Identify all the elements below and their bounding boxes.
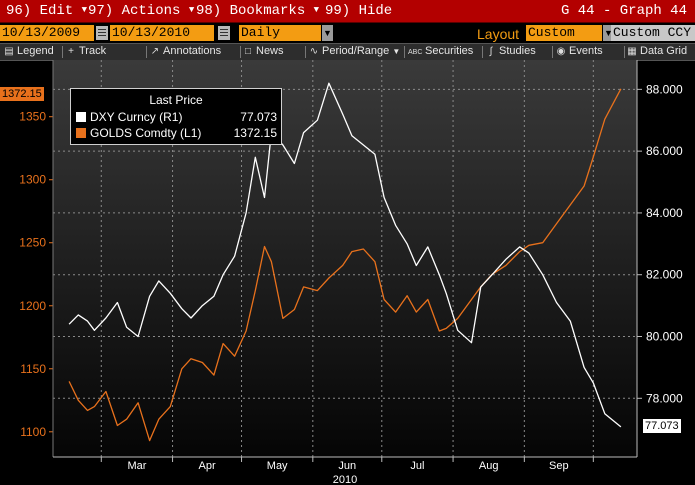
legend-row-dxy: DXY Curncy (R1) <box>76 110 182 124</box>
legend-button-label: Legend <box>17 45 54 57</box>
legend-icon: ▤ <box>4 46 14 57</box>
chart-legend[interactable]: Last Price DXY Curncy (R1) 77.073 GOLDS … <box>70 88 282 145</box>
legend-row-gold: GOLDS Comdty (L1) <box>76 126 201 140</box>
period-range-button-label: Period/Range <box>322 45 390 57</box>
window-title: G 44 - Graph 44 <box>560 3 687 19</box>
data-grid-button-label: Data Grid <box>640 45 688 57</box>
gold-legend-value: 1372.15 <box>233 126 277 140</box>
x-axis-tick-label: Jul <box>410 460 424 472</box>
toolbar-divider <box>146 46 147 58</box>
left-axis-tick-label: 1250 <box>19 236 46 250</box>
x-axis-tick-label: Apr <box>198 460 215 472</box>
securities-icon: ABC <box>408 49 423 56</box>
left-axis-tick-label: 1150 <box>20 362 46 376</box>
x-axis-year-label: 2010 <box>333 474 357 485</box>
menu-bar: 96) Edit ▼ 97) Actions ▼ 98) Bookmarks ▼… <box>0 0 695 23</box>
legend-title: Last Price <box>149 93 203 107</box>
bookmarks-menu[interactable]: 98) Bookmarks ▼ <box>196 3 319 19</box>
layout-chevron-down-icon[interactable]: ▼ <box>603 25 614 41</box>
start-calendar-icon[interactable] <box>96 26 108 40</box>
right-axis-tick-label: 82.000 <box>646 268 683 282</box>
right-axis-tick-label: 78.000 <box>646 391 683 405</box>
track-button-label: Track <box>79 45 107 57</box>
crosshair-icon: + <box>68 46 74 57</box>
start-date-field[interactable]: 10/13/2009 <box>0 25 94 41</box>
gold-series-line <box>68 88 622 442</box>
hide-menu-label: 99) Hide <box>325 3 393 19</box>
toolbar-divider <box>404 46 405 58</box>
dxy-last-value-tag: 77.073 <box>643 419 681 433</box>
actions-menu[interactable]: 97) Actions ▼ <box>88 3 194 19</box>
studies-button-label: Studies <box>499 45 536 57</box>
right-axis-tick-label: 86.000 <box>646 144 683 158</box>
right-axis-tick-label: 80.000 <box>646 330 683 344</box>
x-axis-tick-label: Aug <box>479 460 499 472</box>
news-icon: □ <box>244 46 252 57</box>
period-range-button[interactable]: ∿ Period/Range ▼ <box>309 45 400 57</box>
securities-button-label: Securities <box>425 45 474 57</box>
period-range-icon: ∿ <box>309 46 319 57</box>
events-button-label: Events <box>569 45 603 57</box>
left-axis-tick-label: 1350 <box>19 110 46 124</box>
events-button[interactable]: ◉ Events <box>556 45 603 57</box>
data-grid-button[interactable]: ▦ Data Grid <box>627 45 687 57</box>
x-axis-tick-label: May <box>267 460 288 472</box>
actions-menu-label: 97) Actions <box>88 3 181 19</box>
left-axis-tick-label: 1100 <box>20 425 46 439</box>
right-axis-tick-label: 88.000 <box>646 82 683 96</box>
toolbar-divider <box>624 46 625 58</box>
studies-button[interactable]: ∫ Studies <box>486 45 536 57</box>
toolbar-divider <box>305 46 306 58</box>
bookmarks-menu-label: 98) Bookmarks <box>196 3 306 19</box>
left-axis-tick-label: 1200 <box>19 299 46 313</box>
left-axis-tick-label: 1300 <box>19 173 46 187</box>
edit-menu[interactable]: 96) Edit ▼ <box>6 3 87 19</box>
dxy-swatch <box>76 112 86 122</box>
x-axis-tick-label: Sep <box>549 460 569 472</box>
x-axis-tick-label: Jun <box>338 460 356 472</box>
dxy-legend-label: DXY Curncy (R1) <box>90 110 183 124</box>
grid-icon: ▦ <box>627 46 637 57</box>
edit-chevron-down-icon: ▼ <box>81 5 88 15</box>
hide-menu[interactable]: 99) Hide <box>325 3 392 19</box>
gold-legend-label: GOLDS Comdty (L1) <box>90 126 202 140</box>
news-button-label: News <box>256 45 284 57</box>
bookmarks-chevron-down-icon: ▼ <box>313 5 320 15</box>
period-select[interactable]: Daily <box>239 25 321 41</box>
securities-button[interactable]: ABC Securities <box>408 45 473 57</box>
end-calendar-icon[interactable] <box>218 26 230 40</box>
layout-select[interactable]: Custom <box>526 25 602 41</box>
annotation-icon: ↗ <box>150 46 160 57</box>
toolbar-divider <box>62 46 63 58</box>
period-range-chevron-down-icon: ▼ <box>392 47 401 56</box>
currency-field[interactable]: Custom CCY <box>611 25 695 41</box>
toolbar-divider <box>240 46 241 58</box>
controls-bar: 10/13/2009 10/13/2010 Daily ▼ Layout Cus… <box>0 23 695 43</box>
x-axis-tick-label: Mar <box>127 460 146 472</box>
end-date-field[interactable]: 10/13/2010 <box>110 25 214 41</box>
right-axis-tick-label: 84.000 <box>646 206 683 220</box>
studies-icon: ∫ <box>489 46 493 57</box>
edit-menu-label: 96) Edit <box>6 3 74 19</box>
actions-chevron-down-icon: ▼ <box>188 5 195 15</box>
gold-swatch <box>76 128 86 138</box>
annotations-button-label: Annotations <box>163 45 222 57</box>
period-chevron-down-icon[interactable]: ▼ <box>322 25 333 41</box>
dxy-series-line <box>68 82 622 428</box>
toolbar-divider <box>552 46 553 58</box>
events-icon: ◉ <box>556 46 566 57</box>
legend-button[interactable]: ▤ Legend <box>4 45 54 57</box>
toolbar-divider <box>482 46 483 58</box>
track-button[interactable]: + Track <box>66 45 106 57</box>
dxy-legend-value: 77.073 <box>240 110 277 124</box>
layout-label: Layout <box>477 26 520 42</box>
gold-last-value-tag: 1372.15 <box>0 87 44 101</box>
news-button[interactable]: □ News <box>243 45 284 57</box>
annotations-button[interactable]: ↗ Annotations <box>150 45 221 57</box>
